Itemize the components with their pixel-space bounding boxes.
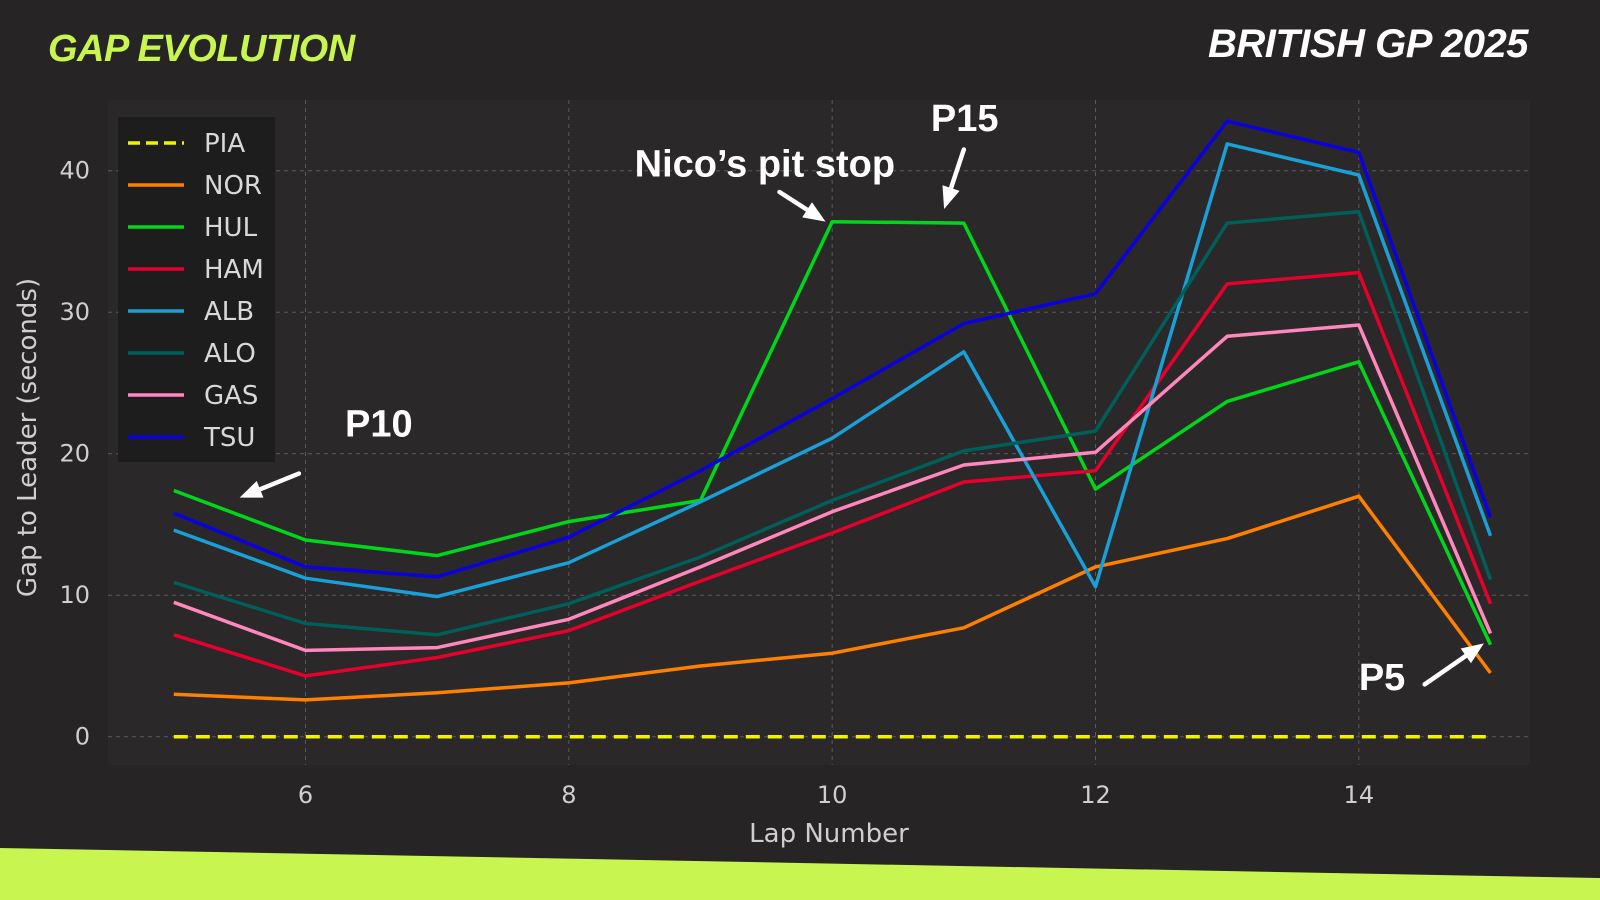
series-line-nor xyxy=(173,494,1492,702)
annotation-arrowhead xyxy=(239,480,264,498)
legend-label: GAS xyxy=(204,381,258,411)
annotation-arrowhead xyxy=(1460,643,1484,664)
series-lines xyxy=(173,119,1493,739)
annotation-arrow xyxy=(257,471,302,492)
annotation-arrow xyxy=(1422,653,1469,687)
legend-label: ALO xyxy=(204,339,256,369)
x-axis-label: Lap Number xyxy=(749,819,909,849)
legend-label: TSU xyxy=(203,423,255,453)
series-line-hul xyxy=(173,219,1493,646)
y-tick-label: 0 xyxy=(75,723,90,751)
series-line-alb xyxy=(173,142,1493,599)
y-tick-label: 40 xyxy=(59,157,90,185)
annotation-arrowhead xyxy=(802,202,826,222)
annotation-label: P10 xyxy=(345,404,413,446)
annotation-label: Nico’s pit stop xyxy=(635,143,895,185)
annotation-label: P5 xyxy=(1359,657,1405,699)
series-line-tsu xyxy=(173,119,1493,579)
x-tick-label: 12 xyxy=(1080,781,1111,809)
legend-label: NOR xyxy=(204,171,262,201)
x-tick-label: 10 xyxy=(817,781,848,809)
annotation-arrow xyxy=(948,147,967,191)
y-axis-label: Gap to Leader (seconds) xyxy=(13,278,43,597)
x-tick-label: 14 xyxy=(1344,781,1375,809)
plot-area xyxy=(108,100,1530,765)
legend-label: HAM xyxy=(204,255,264,285)
annotation-arrow xyxy=(777,189,810,213)
y-tick-label: 30 xyxy=(59,298,90,326)
event-title: BRITISH GP 2025 xyxy=(1207,22,1529,66)
series-line-ham xyxy=(173,270,1493,678)
annotation-label: P15 xyxy=(931,98,999,140)
annotation-arrowhead xyxy=(942,185,960,209)
chart-title: GAP EVOLUTION xyxy=(48,28,355,70)
legend-label: HUL xyxy=(204,213,258,243)
series-line-alo xyxy=(173,210,1493,637)
x-tick-label: 8 xyxy=(561,781,576,809)
series-line-gas xyxy=(173,323,1493,653)
legend-label: PIA xyxy=(204,129,245,159)
axes: 6 8 10 12 14 0 10 20 30 40 Lap Number Gap to Leader… xyxy=(13,157,1374,849)
annotations: P10 Nico’s pit stop P15 P5 xyxy=(239,98,1484,699)
y-tick-label: 20 xyxy=(59,440,90,468)
legend-label: ALB xyxy=(204,297,254,327)
plot-background xyxy=(108,100,1530,765)
x-tick-label: 6 xyxy=(298,781,313,809)
legend-box xyxy=(118,117,275,462)
y-tick-label: 10 xyxy=(59,581,90,609)
legend: PIA NOR HUL HAM ALB ALO GAS TSU xyxy=(118,117,275,462)
